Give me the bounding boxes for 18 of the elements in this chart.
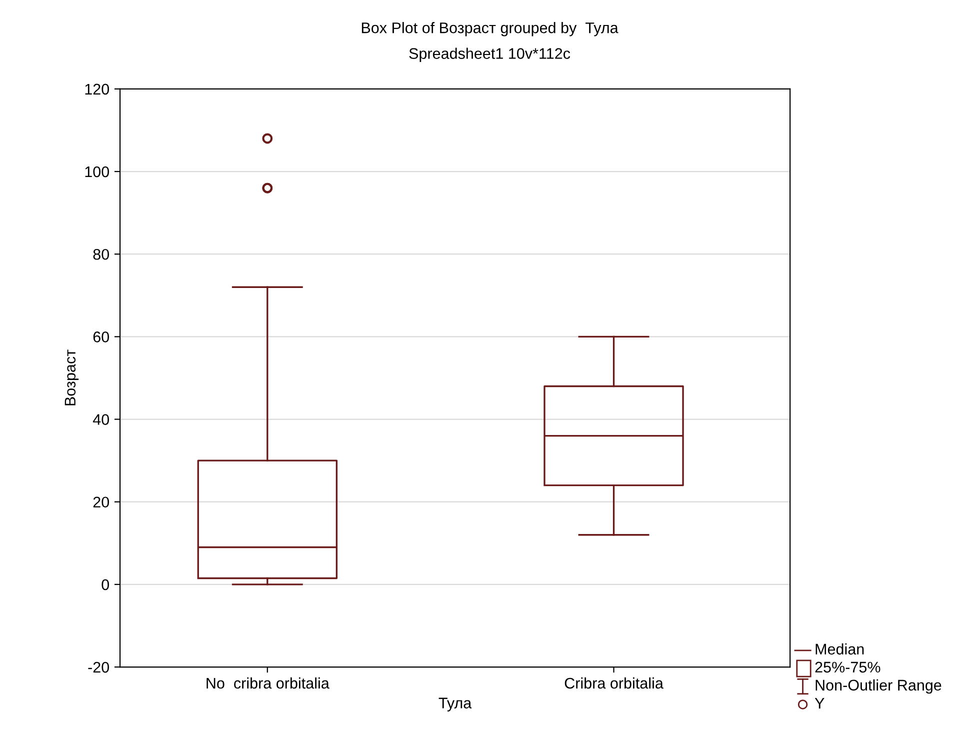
y-tick-label: 20 — [93, 496, 110, 508]
legend-label: Y — [814, 698, 824, 708]
text: Non-Outlier Range — [816, 679, 942, 694]
y-tick-label: 80 — [93, 248, 110, 260]
chart-subtitle: Spreadsheet1 10v*112c — [409, 48, 570, 62]
y-tick-label: 120 — [85, 84, 110, 95]
chart-title: Box Plot of Возраст grouped by Тула — [362, 22, 618, 36]
text: 25%-75% — [815, 662, 880, 673]
x-tick-label: Cribra orbitalia — [564, 677, 664, 689]
y-axis-title: Возраст — [64, 350, 79, 406]
y-tick-label: 60 — [93, 332, 110, 342]
x-tick-label: No cribra orbitalia — [206, 677, 330, 689]
y-tick-label: 40 — [92, 414, 110, 425]
y-tick-label: 100 — [85, 166, 110, 178]
text: Median — [816, 643, 864, 655]
y-tick-label: -20 — [88, 662, 110, 673]
y-tick-label: 0 — [102, 579, 110, 590]
x-axis-title: Тула — [438, 698, 472, 712]
